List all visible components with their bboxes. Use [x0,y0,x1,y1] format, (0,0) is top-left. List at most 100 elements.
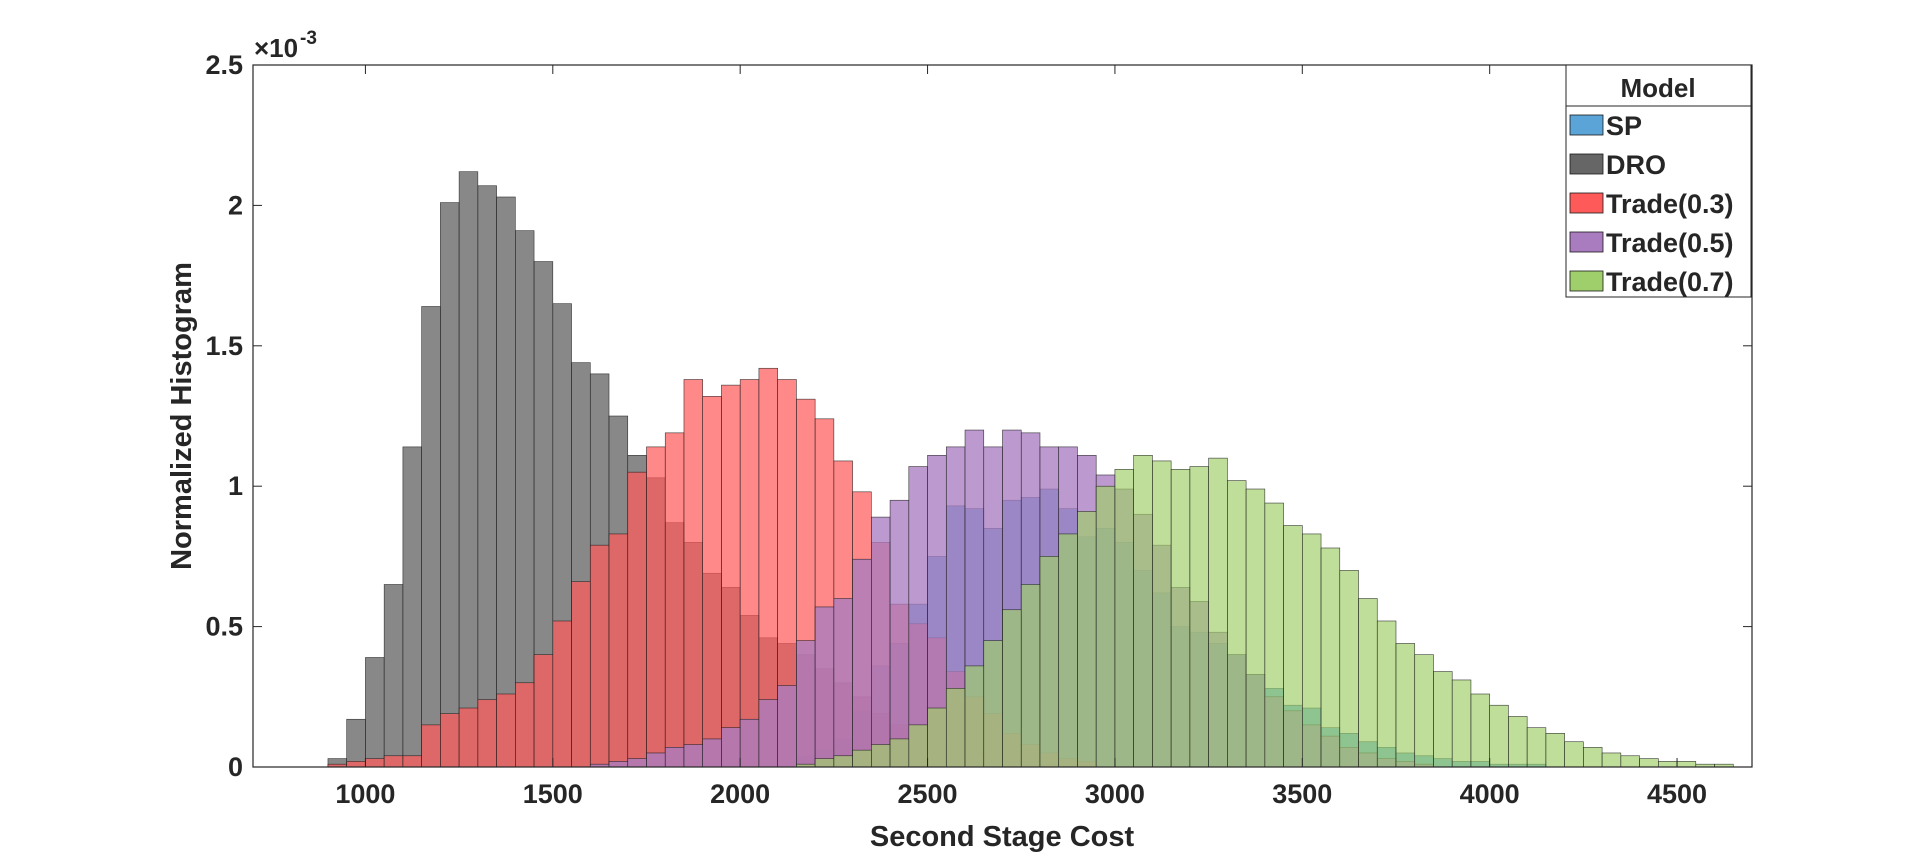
histogram-bar [477,699,497,768]
x-axis-label: Second Stage Cost [870,821,1135,853]
histogram-bar [477,185,497,768]
y-exponent-power: -3 [300,28,317,49]
histogram-bar [1077,511,1097,768]
x-tick-label: 4500 [1647,779,1707,809]
legend-label: Trade(0.5) [1606,228,1734,258]
histogram-bar [833,598,853,768]
legend-entry: Trade(0.5) [1569,228,1734,258]
histogram-bar [571,581,591,768]
plot-area-frame [252,64,1753,768]
histogram-bar [1414,654,1434,768]
histogram-bar [852,558,872,768]
histogram-bar [833,755,853,768]
legend-label: Trade(0.3) [1606,189,1734,219]
histogram-bar [1227,480,1247,768]
histogram-bar [1152,460,1172,768]
histogram-bar [365,758,385,768]
histogram-bar [1208,457,1228,768]
histogram-bar [589,544,610,768]
histogram-bar [402,755,422,768]
histogram-bar [1039,556,1060,768]
x-tick-label: 2500 [898,779,958,809]
histogram-bar [1564,741,1584,768]
y-tick-label: 1.5 [205,331,243,361]
legend-label: DRO [1606,150,1666,180]
histogram-bar [1601,752,1622,768]
histogram-bar [908,724,928,768]
histogram-bar [383,755,404,768]
histogram-bar [1508,716,1528,768]
legend-swatch [1569,153,1604,175]
legend-label: SP [1606,111,1642,141]
histogram-bar [440,713,460,768]
legend-label: Trade(0.7) [1606,267,1734,297]
histogram-bar [1489,704,1509,768]
histogram-bar [1114,469,1134,768]
legend-entry: SP [1569,111,1642,141]
histogram-bar [683,744,704,768]
histogram-bar [1470,693,1490,768]
histogram-bar [889,499,910,768]
histogram-bar [852,749,872,768]
histogram-bar [365,657,385,768]
histogram-bar [1058,533,1078,768]
histogram-bar [608,533,629,768]
histogram-bar [496,693,516,768]
series-trade-0-7- [796,455,1734,768]
histogram-bar [871,744,891,768]
histogram-bar [646,446,666,768]
histogram-bar [458,707,479,768]
histogram-bar [1320,547,1341,768]
histogram-bar [552,620,572,768]
histogram-bar [402,446,422,768]
histogram-bar [346,761,366,768]
histogram-bar [1376,620,1397,768]
histogram-bar [1639,758,1659,768]
histogram-bar [1676,761,1697,768]
histogram-bar [702,738,722,768]
histogram-bar [871,516,891,768]
histogram-bar [721,384,741,768]
histogram-bar [739,379,760,768]
legend-entry: Trade(0.7) [1569,267,1734,297]
y-tick-label: 0.5 [205,612,243,642]
x-tick-label: 3000 [1085,779,1145,809]
legend-swatch [1569,231,1604,253]
histogram-bar [739,718,760,768]
histogram-bar [1283,525,1303,768]
histogram-bar [796,640,816,768]
y-tick-label: 1 [228,471,243,501]
histogram-bar [945,688,966,768]
legend-title: Model [1620,73,1695,103]
axis-ticks: 1000 1500 2000 2500 3000 3500 4000 4500 0 0.5 1 1.5… [205,50,1752,809]
histogram-bar [908,466,928,768]
histogram-bar [627,758,647,768]
histogram-bar [664,432,685,768]
y-tick-label: 2 [228,190,243,220]
histogram-bar [646,752,666,768]
histogram-bar [1170,469,1191,768]
x-tick-label: 2000 [710,779,770,809]
histogram-bar [683,379,704,768]
histogram-bar [346,718,366,768]
histogram-bar [721,727,741,768]
y-tick-label: 0 [228,752,243,782]
histogram-bar [383,584,404,768]
histogram-bar [927,707,947,768]
legend-entry: DRO [1569,150,1666,180]
histogram-bar [440,202,460,768]
histogram-bar [421,724,441,768]
histogram-bar [1433,671,1453,768]
histogram-bar [1526,727,1547,768]
histogram-bar [608,761,629,768]
histogram-bar [702,396,722,768]
histogram-bar [421,306,441,768]
x-tick-label: 3500 [1272,779,1332,809]
histogram-bar [1302,533,1322,768]
histogram-bar [1658,761,1678,768]
histogram-bar [1189,466,1209,768]
histogram-bar [964,665,985,768]
legend-swatch [1569,114,1604,136]
histogram-bar [533,654,554,768]
